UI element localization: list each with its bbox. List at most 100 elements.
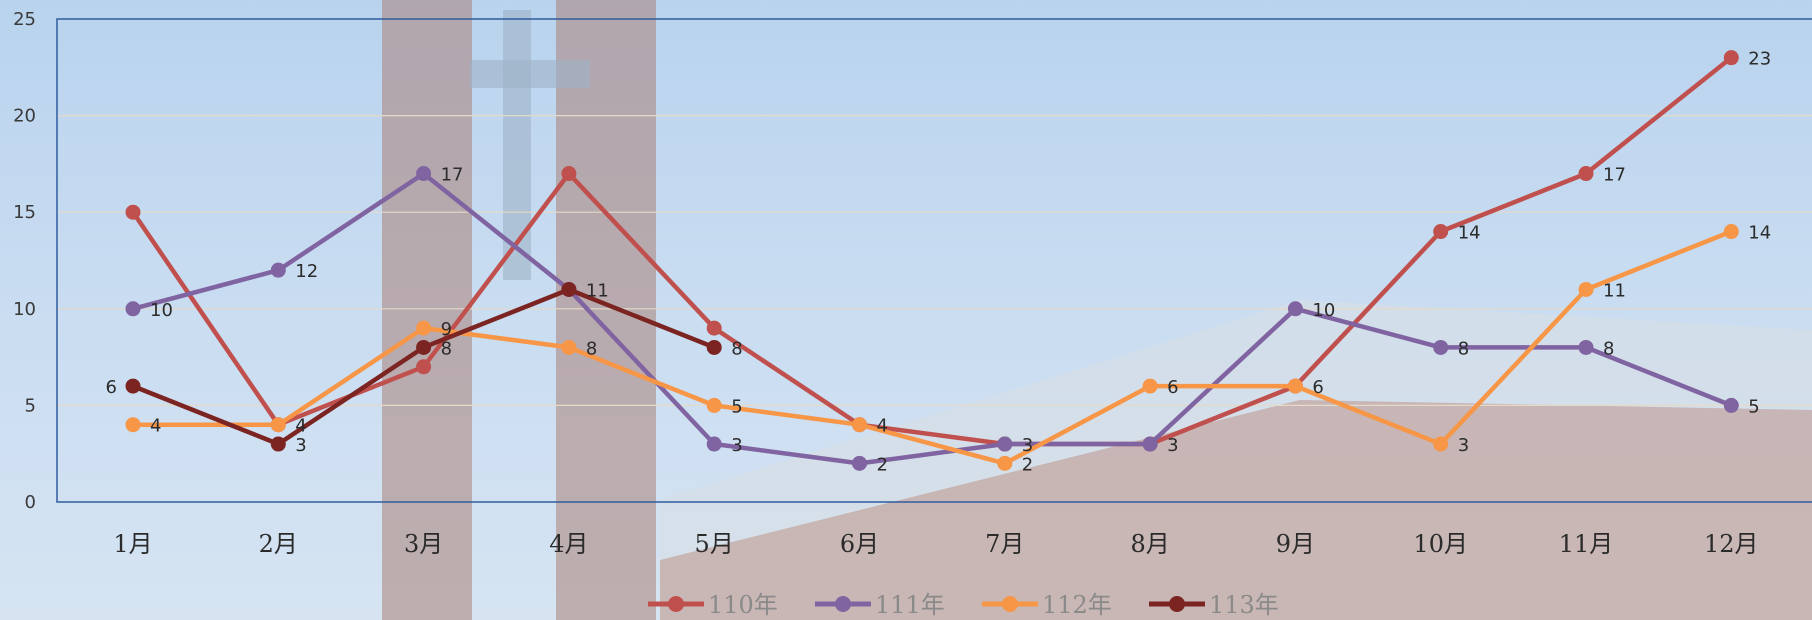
data-point	[270, 417, 286, 433]
legend-marker	[1002, 596, 1018, 612]
y-tick-label: 25	[13, 9, 36, 30]
legend-entry-112年: 112年	[982, 591, 1112, 619]
legend-marker	[835, 596, 851, 612]
data-point	[1578, 166, 1594, 182]
data-point	[1723, 50, 1739, 66]
building-brick	[660, 400, 1812, 620]
data-point	[1142, 436, 1158, 452]
x-tick-label: 3月	[404, 530, 443, 558]
legend-label: 111年	[875, 591, 945, 619]
data-label: 2	[877, 454, 888, 475]
legend-entry-111年: 111年	[815, 591, 945, 619]
series-112年	[125, 224, 1739, 471]
data-point	[1433, 339, 1449, 355]
data-point	[1578, 281, 1594, 297]
data-point	[706, 397, 722, 413]
series-110年	[125, 50, 1739, 452]
data-point	[561, 281, 577, 297]
data-label: 17	[1603, 165, 1626, 186]
legend-marker	[668, 596, 684, 612]
y-tick-label: 0	[25, 492, 36, 513]
data-point	[1142, 378, 1158, 394]
x-tick-label: 9月	[1276, 530, 1315, 558]
data-label: 23	[1748, 49, 1771, 70]
data-point	[1287, 378, 1303, 394]
legend-entry-113年: 113年	[1149, 591, 1279, 619]
data-point	[706, 339, 722, 355]
data-point	[125, 417, 141, 433]
x-tick-label: 1月	[113, 530, 152, 558]
data-label: 17	[441, 165, 464, 186]
data-label: 3	[1022, 435, 1033, 456]
data-label: 10	[150, 300, 173, 321]
data-point	[125, 204, 141, 220]
data-point	[270, 262, 286, 278]
y-tick-label: 5	[25, 395, 36, 416]
series-line	[130, 171, 1734, 466]
data-label: 14	[1458, 223, 1481, 244]
data-label: 3	[1167, 435, 1178, 456]
legend-label: 112年	[1042, 591, 1112, 619]
legend: 110年 111年 112年 113年	[648, 591, 1279, 619]
data-point	[125, 301, 141, 317]
tower-pillar-left	[382, 0, 472, 620]
data-label: 9	[441, 319, 452, 340]
data-point	[706, 320, 722, 336]
data-point	[997, 436, 1013, 452]
data-label: 6	[1167, 377, 1178, 398]
y-tick-label: 20	[13, 106, 36, 127]
data-point	[1723, 224, 1739, 240]
data-point	[1433, 436, 1449, 452]
data-point	[416, 320, 432, 336]
cross-vertical	[503, 10, 531, 280]
data-label: 8	[441, 338, 452, 359]
data-label: 11	[1603, 280, 1626, 301]
data-point	[561, 166, 577, 182]
data-label: 5	[731, 396, 742, 417]
x-tick-label: 6月	[840, 530, 879, 558]
data-point	[416, 359, 432, 375]
x-tick-label: 4月	[549, 530, 588, 558]
data-point	[706, 436, 722, 452]
data-label: 4	[877, 416, 888, 437]
data-point	[852, 455, 867, 471]
data-label: 8	[586, 338, 597, 359]
data-point	[1287, 301, 1303, 317]
series-111年	[125, 166, 1739, 471]
series-line	[130, 55, 1734, 447]
x-tick-label: 11月	[1559, 530, 1614, 558]
data-point	[416, 166, 432, 182]
data-point	[997, 455, 1013, 471]
series-lines	[125, 50, 1739, 471]
building-upper	[660, 300, 1812, 620]
data-point	[561, 339, 577, 355]
x-tick-label: 8月	[1130, 530, 1169, 558]
data-point	[1433, 224, 1449, 240]
data-label: 6	[106, 377, 117, 398]
data-label: 4	[150, 416, 161, 437]
x-tick-label: 7月	[985, 530, 1024, 558]
data-label: 3	[295, 435, 306, 456]
data-point	[270, 436, 286, 452]
x-tick-label: 12月	[1704, 530, 1759, 558]
data-label: 3	[1458, 435, 1469, 456]
data-label: 12	[295, 261, 318, 282]
data-point	[1723, 397, 1739, 413]
data-label: 14	[1748, 223, 1771, 244]
series-line	[130, 229, 1734, 466]
data-label: 11	[586, 280, 609, 301]
tower-pillar-right	[556, 0, 656, 620]
data-point	[852, 417, 867, 433]
data-label: 2	[1022, 454, 1033, 475]
data-label: 4	[295, 416, 306, 437]
x-tick-label: 2月	[259, 530, 298, 558]
legend-label: 110年	[708, 591, 778, 619]
data-label: 5	[1748, 396, 1759, 417]
data-label: 10	[1312, 300, 1335, 321]
legend-entry-110年: 110年	[648, 591, 778, 619]
gridlines	[57, 114, 1812, 406]
